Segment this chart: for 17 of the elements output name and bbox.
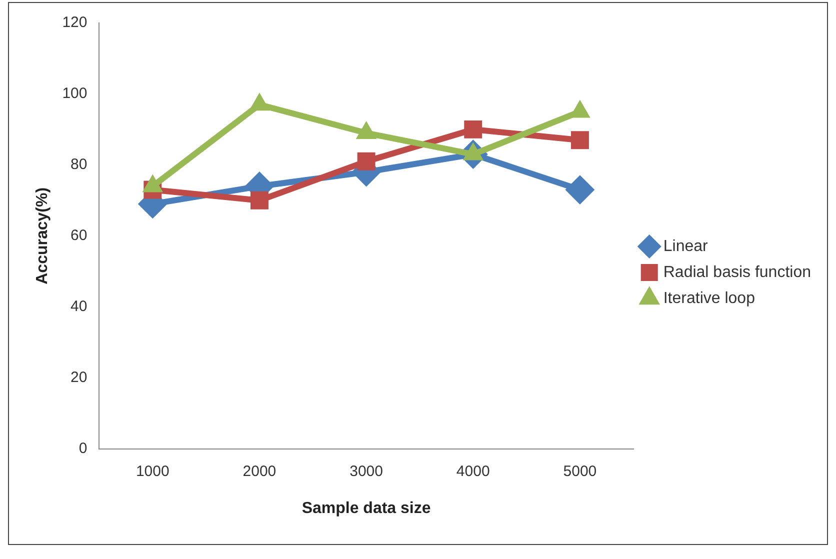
x-tick-label: 2000 — [242, 462, 276, 480]
y-axis-title: Accuracy(%) — [34, 187, 52, 284]
y-tick-label: 100 — [62, 85, 88, 102]
legend-label: Radial basis function — [663, 264, 811, 281]
legend-label: Iterative loop — [663, 290, 756, 307]
x-tick-label: 5000 — [563, 462, 597, 480]
x-tick-label: 1000 — [136, 462, 170, 480]
y-tick-label: 60 — [70, 227, 88, 244]
x-tick-label: 3000 — [350, 462, 383, 480]
x-axis-title: Sample data size — [302, 500, 431, 517]
legend-label: Linear — [663, 238, 709, 255]
y-tick-label: 40 — [70, 298, 88, 316]
y-tick-label: 20 — [70, 368, 88, 386]
y-tick-label: 120 — [62, 14, 88, 32]
y-tick-label: 80 — [70, 156, 88, 174]
x-tick-label: 4000 — [456, 462, 490, 480]
y-tick-label: 0 — [78, 440, 88, 457]
